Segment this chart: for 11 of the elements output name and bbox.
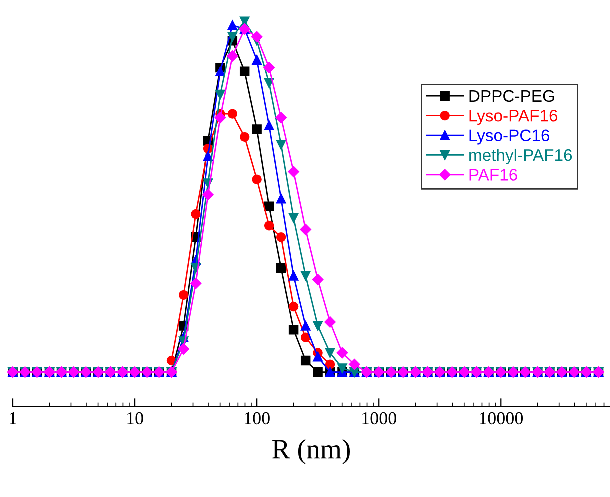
legend-label: Lyso-PAF16 [470, 110, 558, 126]
x-tick-label: 1 [10, 412, 16, 424]
x-tick-label: 10 [128, 412, 144, 425]
x-tick-label: 10000 [480, 412, 524, 425]
legend-label: methyl-PAF16 [470, 148, 572, 165]
x-tick-label: 1000 [362, 412, 396, 425]
legend-label: Lyso-PC16 [470, 130, 550, 145]
legend-label: DPPC-PEG [470, 90, 554, 102]
x-axis-title: R (nm) [272, 439, 350, 465]
x-tick-label: 100 [245, 412, 270, 425]
legend-label: PAF16 [470, 169, 518, 181]
